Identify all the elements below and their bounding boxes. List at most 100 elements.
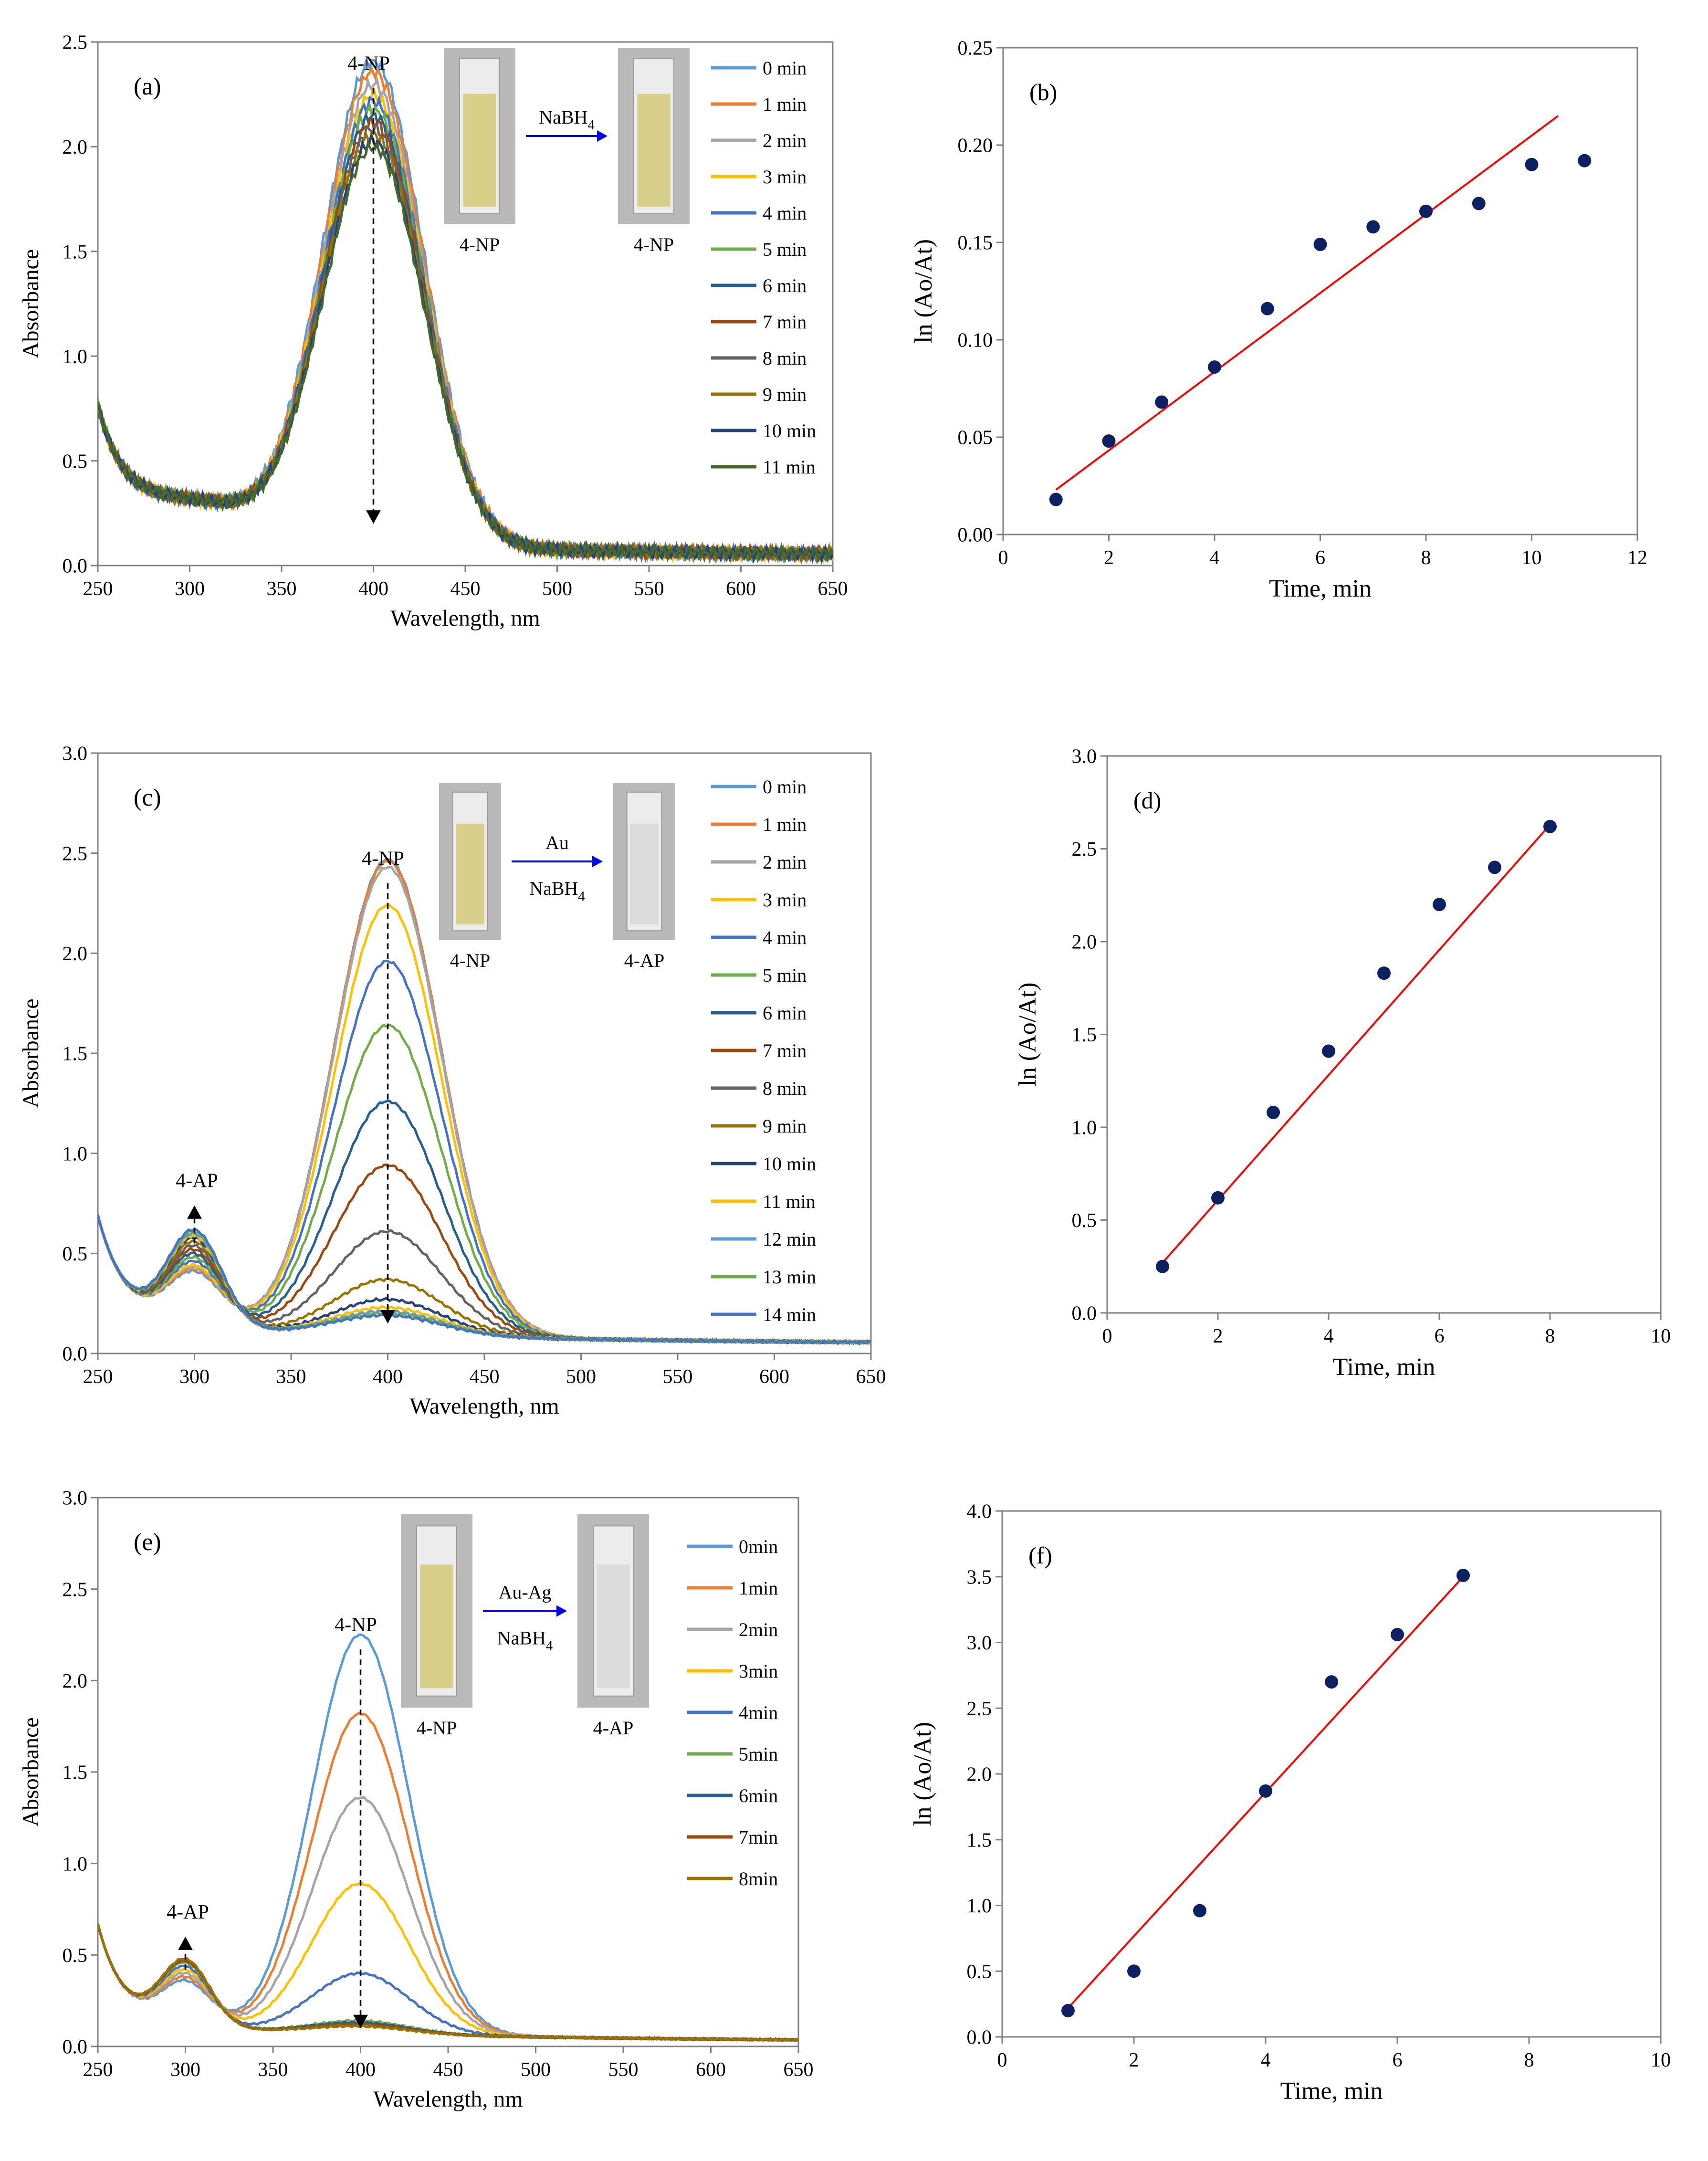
cuvette-after-label: 4-NP bbox=[634, 234, 674, 255]
y-tick-label: 3.0 bbox=[63, 1488, 88, 1510]
x-axis-label: Wavelength, nm bbox=[373, 2087, 523, 2112]
x-tick-label: 4 bbox=[1210, 547, 1220, 569]
x-tick-label: 12 bbox=[1627, 547, 1647, 569]
cuvette-before-label: 4-NP bbox=[450, 950, 490, 971]
x-tick-label: 400 bbox=[346, 2059, 376, 2081]
x-tick-label: 250 bbox=[83, 2059, 113, 2081]
data-point bbox=[1208, 360, 1221, 374]
data-point bbox=[1366, 220, 1380, 234]
legend-entry: 4min bbox=[739, 1702, 778, 1723]
legend-entry: 11 min bbox=[763, 1191, 816, 1212]
y-tick-label: 0.5 bbox=[63, 1243, 88, 1265]
data-point bbox=[1488, 860, 1501, 874]
x-tick-label: 650 bbox=[784, 2059, 814, 2081]
data-point bbox=[1211, 1191, 1225, 1205]
x-tick-label: 2 bbox=[1129, 2049, 1139, 2071]
cuvette-before-label: 4-NP bbox=[460, 234, 500, 255]
y-tick-label: 1.0 bbox=[1072, 1117, 1097, 1139]
x-tick-label: 250 bbox=[83, 1366, 113, 1388]
reaction-arrow-head bbox=[556, 1605, 567, 1617]
peak-label: 4-NP bbox=[362, 848, 404, 870]
panel-f-kinetics: 0 2 4 6 8 10 0.0 0.5 1.0 1.5 2.0 2.5 3.0 3.5 4.0 Time, … bbox=[909, 1501, 1671, 2105]
legend-entry: 7 min bbox=[763, 311, 807, 333]
cuvette-before-label: 4-NP bbox=[417, 1717, 457, 1739]
peak-arrow-head bbox=[380, 1310, 395, 1324]
x-axis-label: Time, min bbox=[1333, 1353, 1436, 1381]
reagent-label: NaBH4 bbox=[529, 878, 585, 904]
y-tick-label: 3.0 bbox=[1072, 746, 1097, 768]
y-tick-label: 2.5 bbox=[63, 843, 88, 865]
cuvette-liquid bbox=[597, 1564, 630, 1689]
y-tick-label: 0.25 bbox=[958, 38, 993, 60]
x-tick-label: 550 bbox=[663, 1366, 693, 1388]
series-group bbox=[98, 857, 871, 1345]
data-point bbox=[1102, 434, 1116, 448]
x-tick-label: 400 bbox=[373, 1366, 403, 1388]
legend-entry: 10 min bbox=[763, 1153, 816, 1175]
y-tick-label: 0.05 bbox=[958, 427, 993, 449]
legend-entry: 3 min bbox=[763, 889, 807, 911]
y-tick-label: 3.0 bbox=[967, 1632, 992, 1654]
legend-entry: 0min bbox=[739, 1536, 778, 1557]
legend-entry: 10 min bbox=[763, 420, 816, 441]
y-tick-label: 1.0 bbox=[63, 1143, 88, 1165]
data-point bbox=[1259, 1784, 1272, 1798]
x-tick-label: 600 bbox=[696, 2059, 726, 2081]
x-axis-label: Wavelength, nm bbox=[409, 1394, 559, 1419]
cuvette-before-image bbox=[439, 783, 501, 940]
y-axis-label: ln (Ao/At) bbox=[1014, 982, 1041, 1086]
y-tick-label: 2.0 bbox=[967, 1764, 992, 1786]
data-point bbox=[1156, 1259, 1169, 1273]
y-tick-label: 1.0 bbox=[63, 1853, 88, 1875]
cuvette-after-image bbox=[577, 1514, 649, 1708]
legend-entry: 0 min bbox=[763, 57, 807, 79]
legend-entry: 1min bbox=[739, 1577, 778, 1599]
panel-label: (c) bbox=[134, 784, 161, 811]
y-axis-label: Absorbance bbox=[18, 1717, 43, 1826]
series-group bbox=[98, 1633, 798, 2042]
x-tick-label: 300 bbox=[175, 578, 205, 600]
legend-entry: 14 min bbox=[763, 1304, 816, 1325]
series-line bbox=[98, 1923, 798, 2042]
peak-label: 4-NP bbox=[335, 1614, 377, 1636]
legend-entry: 2min bbox=[739, 1619, 778, 1640]
fit-line bbox=[1055, 115, 1559, 491]
panel-b-kinetics: 0 2 4 6 8 10 12 0.00 0.05 0.10 0.15 0.20 0.25 Time, m… bbox=[910, 38, 1647, 602]
legend-entry: 5min bbox=[739, 1743, 778, 1765]
x-tick-label: 2 bbox=[1104, 547, 1114, 569]
data-point bbox=[1377, 966, 1391, 980]
x-tick-label: 0 bbox=[997, 2049, 1007, 2071]
cuvette-after-label: 4-AP bbox=[624, 950, 664, 971]
cuvette-liquid bbox=[456, 823, 484, 924]
series-line bbox=[98, 139, 833, 565]
y-tick-label: 0.10 bbox=[958, 330, 993, 352]
reagent-label: Au bbox=[545, 832, 569, 853]
data-point bbox=[1155, 395, 1169, 409]
y-tick-label: 1.5 bbox=[63, 1043, 88, 1065]
x-tick-label: 300 bbox=[179, 1366, 210, 1388]
y-axis-label: Absorbance bbox=[18, 998, 43, 1108]
fit-line bbox=[1162, 824, 1551, 1264]
x-tick-label: 600 bbox=[759, 1366, 789, 1388]
x-tick-label: 4 bbox=[1324, 1325, 1334, 1347]
panel-label: (e) bbox=[134, 1529, 161, 1556]
x-tick-label: 0 bbox=[998, 547, 1008, 569]
x-tick-label: 8 bbox=[1545, 1325, 1555, 1347]
x-tick-label: 500 bbox=[542, 578, 572, 600]
legend-entry: 3min bbox=[739, 1660, 778, 1682]
x-tick-label: 650 bbox=[818, 578, 848, 600]
legend-entry: 0 min bbox=[763, 776, 807, 797]
cuvette-liquid bbox=[420, 1564, 453, 1689]
y-tick-label: 2.0 bbox=[63, 1670, 88, 1692]
ap-label: 4-AP bbox=[167, 1901, 209, 1923]
x-tick-label: 650 bbox=[856, 1366, 886, 1388]
x-tick-label: 450 bbox=[451, 578, 481, 600]
data-point bbox=[1525, 157, 1539, 171]
cuvette-before-image bbox=[444, 48, 515, 224]
y-tick-label: 0.0 bbox=[63, 2036, 88, 2058]
x-tick-label: 600 bbox=[726, 578, 756, 600]
cuvette-liquid bbox=[463, 94, 496, 207]
legend-entry: 12 min bbox=[763, 1228, 816, 1250]
x-tick-label: 6 bbox=[1393, 2049, 1403, 2071]
y-tick-label: 1.0 bbox=[967, 1895, 992, 1917]
